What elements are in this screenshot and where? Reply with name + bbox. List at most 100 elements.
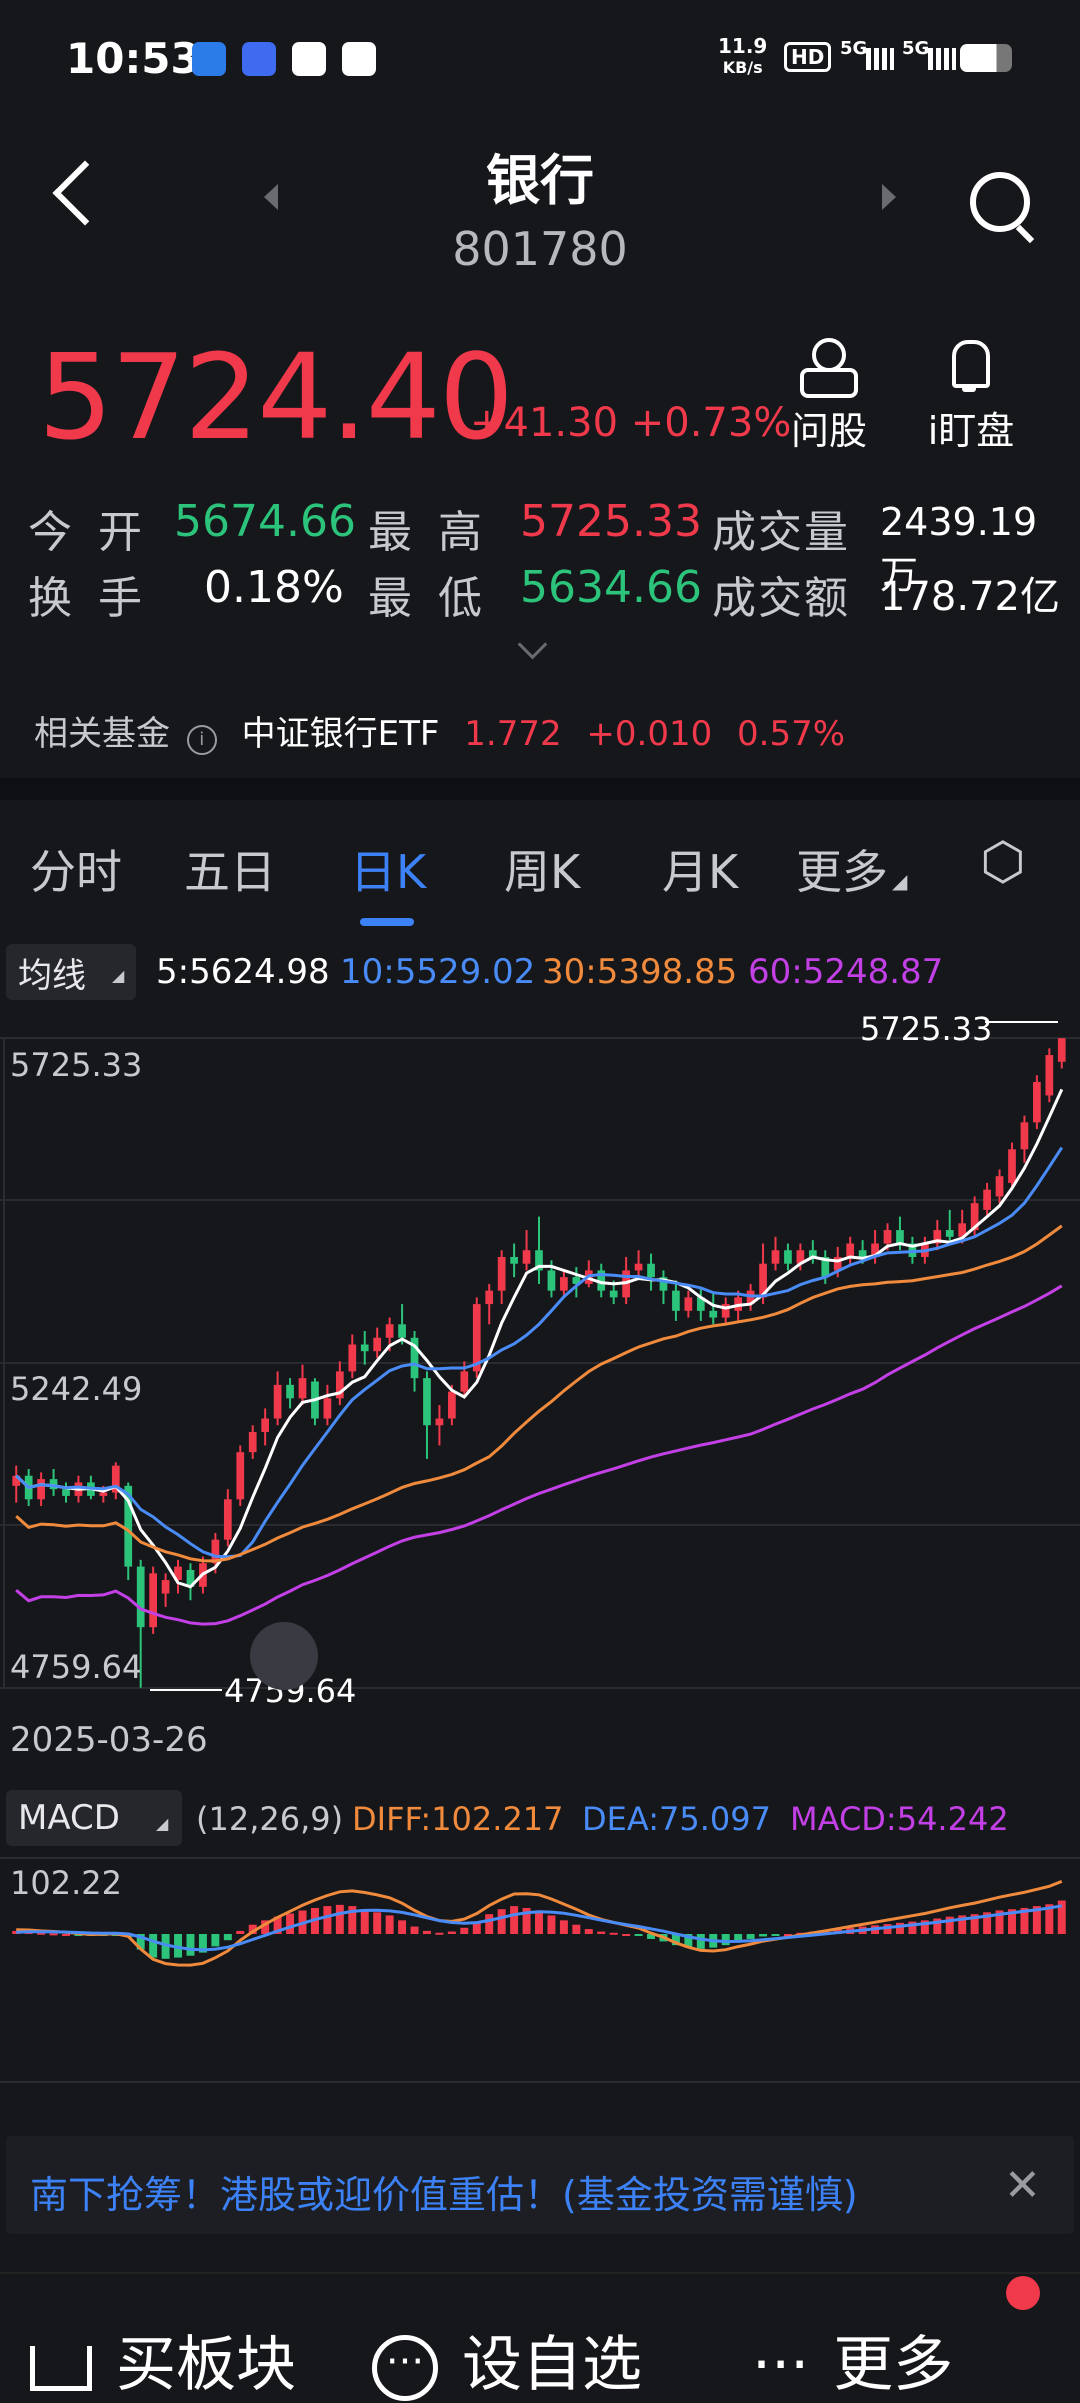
price-change: +41.30 +0.73% — [470, 400, 792, 446]
candle — [460, 1371, 469, 1392]
candle — [12, 1475, 21, 1486]
candle — [136, 1566, 145, 1628]
app-notify-icon — [192, 42, 226, 76]
amount-label: 成交额 — [712, 573, 850, 624]
ma60-value: 60:5248.87 — [748, 952, 944, 992]
candle — [298, 1378, 307, 1399]
info-icon[interactable]: i — [186, 725, 217, 755]
candle — [510, 1256, 518, 1264]
expand-chevron-icon[interactable] — [517, 629, 548, 660]
macd-bar — [933, 1918, 942, 1934]
candle — [759, 1263, 767, 1298]
candle — [522, 1250, 531, 1264]
open-label: 今 开 — [28, 507, 148, 558]
candle — [1057, 1038, 1066, 1062]
candle — [236, 1452, 245, 1500]
candle — [609, 1290, 618, 1298]
tab-intraday[interactable]: 分时 — [30, 845, 122, 899]
prev-stock-icon[interactable] — [264, 184, 278, 210]
macd-bar — [273, 1916, 282, 1934]
candle — [572, 1277, 581, 1284]
candle — [560, 1277, 568, 1291]
candle — [1020, 1122, 1029, 1150]
signal-5g-icon: 5G — [840, 38, 868, 59]
candle — [945, 1230, 954, 1237]
y-axis-label: 4759.64 — [10, 1648, 142, 1686]
macd-bar — [1057, 1900, 1066, 1934]
settings-hexagon-icon[interactable]: ⬡ — [980, 832, 1026, 892]
more-dropdown-icon: ◢ — [892, 869, 908, 893]
macd-bar — [945, 1916, 954, 1934]
related-fund-row[interactable]: 相关基金 i 中证银行ETF 1.772 +0.010 0.57% — [34, 706, 845, 755]
ma5-line — [15, 1088, 1064, 1589]
tab-more[interactable]: 更多 ◢ — [796, 845, 908, 899]
candle — [423, 1378, 431, 1426]
next-stock-icon[interactable] — [882, 184, 896, 210]
watch-button[interactable]: i盯盘 — [906, 338, 1036, 455]
macd-bar — [883, 1924, 892, 1934]
close-banner-icon[interactable]: ✕ — [1004, 2160, 1041, 2211]
ma5-value: 5:5624.98 — [156, 952, 330, 992]
back-icon[interactable] — [52, 160, 118, 226]
candle — [970, 1203, 979, 1231]
add-watchlist-label: 设自选 — [462, 2330, 642, 2400]
macd-bar — [348, 1906, 357, 1934]
macd-chart[interactable]: 102.22 — [0, 1856, 1080, 2086]
candle — [833, 1256, 842, 1271]
candle — [99, 1492, 108, 1496]
macd-bar — [223, 1934, 232, 1941]
buy-sector-button[interactable]: 买板块 — [30, 2316, 296, 2403]
candle — [771, 1250, 780, 1264]
macd-bar — [895, 1922, 904, 1934]
telecom-icon — [292, 42, 326, 76]
tab-weekly-k[interactable]: 周K — [504, 845, 581, 899]
macd-bar — [572, 1924, 581, 1934]
fund-change: +0.010 — [586, 714, 713, 754]
more-button[interactable]: ··· 更多 — [752, 2316, 953, 2403]
start-date: 2025-03-26 — [10, 1720, 208, 1760]
candle — [709, 1310, 718, 1318]
macd-bar — [958, 1915, 967, 1934]
candle — [721, 1304, 730, 1318]
search-icon[interactable] — [970, 172, 1030, 232]
tab-daily-k[interactable]: 日K — [350, 845, 427, 899]
candle — [186, 1569, 195, 1587]
candle — [211, 1539, 220, 1564]
open-value: 5674.66 — [174, 496, 356, 547]
macd-bar — [759, 1934, 768, 1937]
candle — [435, 1418, 444, 1426]
active-tab-indicator — [360, 918, 414, 926]
macd-bar — [559, 1920, 568, 1934]
macd-bar — [597, 1931, 606, 1934]
promo-banner[interactable]: 南下抢筹！港股或迎价值重估！(基金投资需谨慎) — [6, 2136, 1074, 2234]
candle — [846, 1243, 855, 1257]
candle — [286, 1384, 294, 1399]
macd-selector[interactable] — [6, 1790, 182, 1846]
macd-bar — [136, 1934, 145, 1950]
candle — [111, 1465, 120, 1493]
more-circle-icon: ··· — [372, 2335, 438, 2402]
macd-bar — [771, 1934, 780, 1936]
shield-icon — [242, 42, 276, 76]
candle — [37, 1479, 45, 1500]
ask-stock-button[interactable]: 问股 — [764, 338, 894, 455]
ma30-line — [15, 1224, 1063, 1563]
candle — [62, 1489, 70, 1496]
signal-bars-icon-2 — [928, 48, 956, 70]
ellipsis-icon: ··· — [752, 2330, 810, 2400]
macd-bar — [995, 1910, 1004, 1934]
tab-monthly-k[interactable]: 月K — [662, 845, 739, 899]
macd-bar — [920, 1920, 929, 1934]
tab-five-day[interactable]: 五日 — [184, 845, 276, 899]
candle — [672, 1290, 680, 1311]
add-watchlist-button[interactable]: ··· 设自选 — [372, 2316, 642, 2403]
macd-bar — [198, 1934, 207, 1953]
bottom-action-bar: 买板块 ··· 设自选 ··· 更多 — [0, 2272, 1080, 2402]
section-divider — [0, 778, 1080, 800]
macd-bar — [472, 1921, 481, 1934]
ma-selector[interactable] — [6, 944, 136, 1000]
volume-value: 2439.19万 — [880, 500, 1038, 597]
macd-bar — [49, 1933, 58, 1936]
candle — [323, 1398, 332, 1419]
